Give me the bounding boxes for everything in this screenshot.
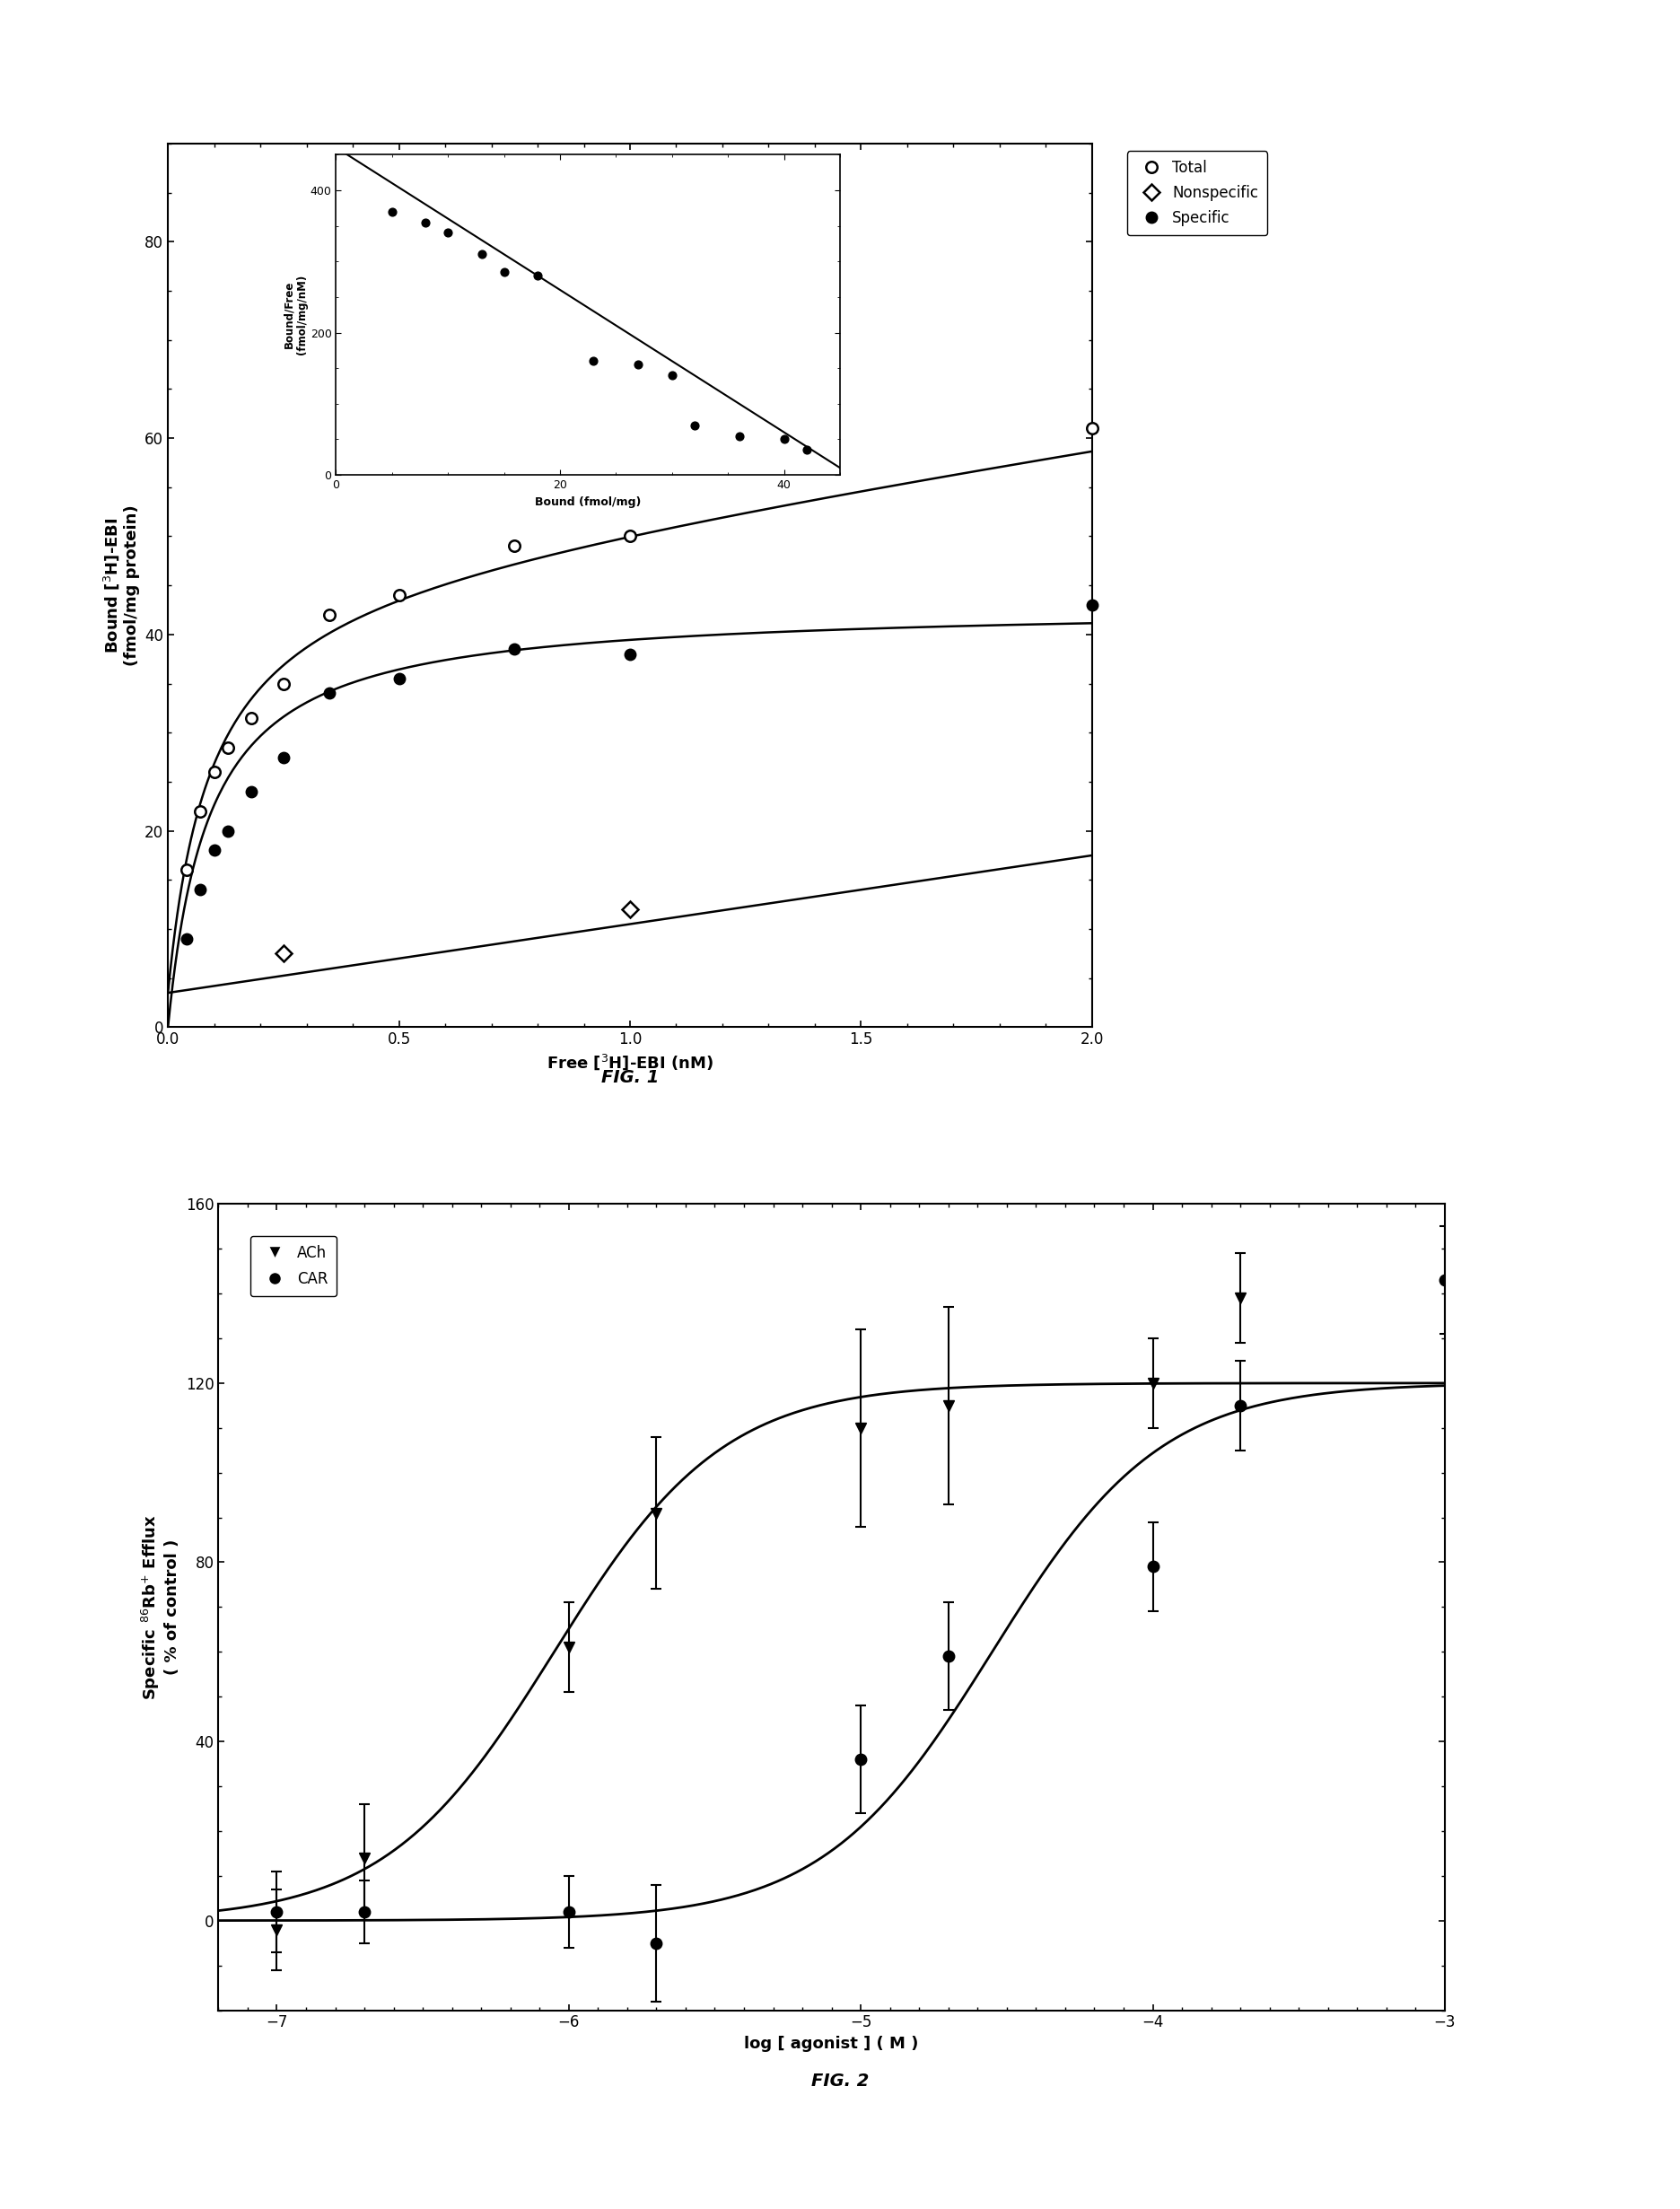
Text: FIG. 1: FIG. 1 [601,1069,659,1087]
Point [469,236,496,272]
Point [435,214,462,250]
Legend: ACh, CAR: ACh, CAR [250,1235,336,1297]
Y-axis label: Bound [$^{3}$H]-EBI
(fmol/mg protein): Bound [$^{3}$H]-EBI (fmol/mg protein) [102,506,139,665]
Point [625,347,652,382]
Point [793,433,820,468]
Text: FIG. 2: FIG. 2 [811,2072,869,2090]
X-axis label: Bound (fmol/mg): Bound (fmol/mg) [534,497,642,508]
Y-axis label: Specific $^{86}$Rb$^{+}$ Efflux
( % of control ): Specific $^{86}$Rb$^{+}$ Efflux ( % of c… [139,1513,180,1701]
Point [378,194,405,230]
Point [524,258,551,294]
X-axis label: Free [$^{3}$H]-EBI (nM): Free [$^{3}$H]-EBI (nM) [546,1054,714,1071]
Point [726,418,753,453]
Point [680,406,707,442]
Y-axis label: Bound/Free
(fmol/mg/nM): Bound/Free (fmol/mg/nM) [282,274,307,356]
Legend: Total, Nonspecific, Specific: Total, Nonspecific, Specific [1127,150,1267,236]
Point [491,254,517,289]
Point [659,358,685,393]
Point [580,342,606,378]
Point [771,422,798,457]
Point [412,205,438,241]
X-axis label: log [ agonist ] ( M ): log [ agonist ] ( M ) [744,2037,919,2052]
